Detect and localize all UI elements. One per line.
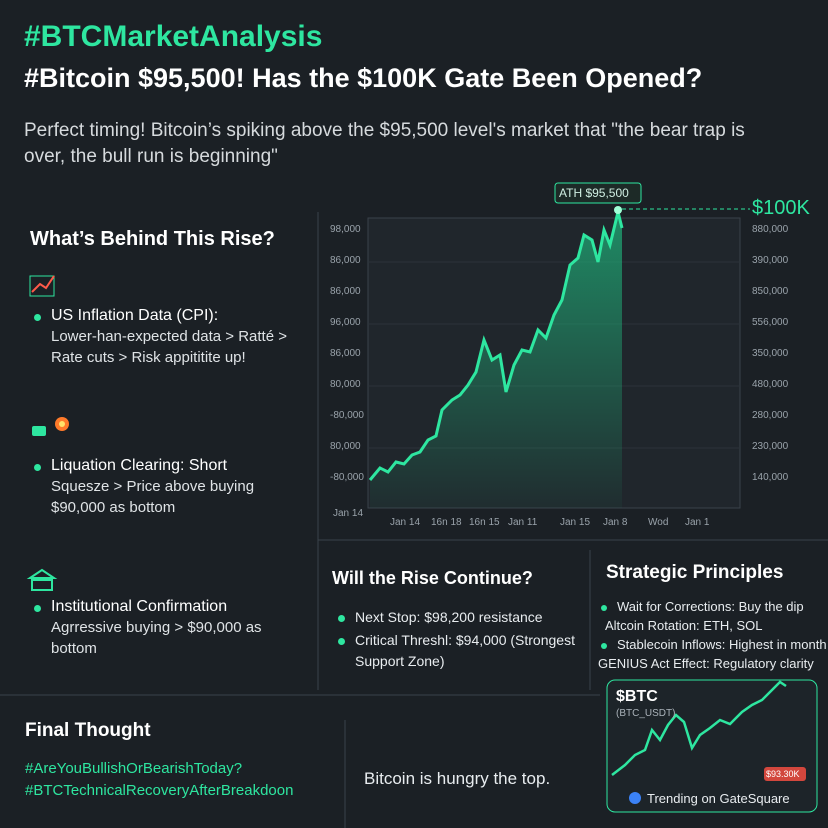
item-title: Institutional Confirmation <box>51 598 228 615</box>
hashtags: #AreYouBullishOrBearishToday? #BTCTechnic… <box>25 758 293 802</box>
y-tick-label: 86,000 <box>330 348 361 359</box>
section-heading: Will the Rise Continue? <box>332 568 533 588</box>
ath-label: ATH $95,500 <box>559 186 629 200</box>
bullet <box>601 605 607 611</box>
card-footer: Trending on GateSquare <box>647 791 790 806</box>
section-heading: Final Thought <box>25 720 151 741</box>
y-tick-label: 86,000 <box>330 286 361 297</box>
bullet <box>34 605 41 612</box>
item-line: Lower-han-expected data > Ratté > <box>51 328 287 345</box>
bullet <box>338 615 345 622</box>
x-tick-label: Jan 14 <box>390 517 421 528</box>
y-tick-label: 80,000 <box>330 379 361 390</box>
card-pair: (BTC_USDT) <box>616 708 676 719</box>
y2-tick-label: 230,000 <box>752 441 789 452</box>
intro-line: Perfect timing! Bitcoin’s spiking above … <box>24 120 745 141</box>
target-label: $100K <box>752 197 810 219</box>
y-tick-label: 80,000 <box>330 441 361 452</box>
bullet <box>601 643 607 649</box>
y2-tick-label: 880,000 <box>752 224 789 235</box>
hashtag: #BTCMarketAnalysis <box>24 20 323 53</box>
x-tick-label: Jan 14 <box>333 508 364 519</box>
x-tick-label: Jan 8 <box>603 517 628 528</box>
hashtag-line: #BTCTechnicalRecoveryAfterBreakdoon <box>25 782 294 799</box>
card-badge: $93.30K <box>766 769 800 779</box>
intro: Perfect timing! Bitcoin’s spiking above … <box>24 118 745 170</box>
bullet-line: Next Stop: $98,200 resistance <box>355 609 543 625</box>
item-line: Agrressive buying > $90,000 as <box>51 619 262 636</box>
x-tick-label: Jan 11 <box>508 517 538 528</box>
card-symbol: $BTC <box>616 688 658 705</box>
strategy-line: GENIUS Act Effect: Regulatory clarity <box>598 656 814 671</box>
hashtag-line: #AreYouBullishOrBearishToday? <box>25 760 243 777</box>
y2-tick-label: 140,000 <box>752 472 789 483</box>
item-line: $90,000 as bottom <box>51 499 176 516</box>
bullet-line: Critical Threshl: $94,000 (Strongest <box>355 632 575 648</box>
item-line: Squesze > Price above buying <box>51 478 255 495</box>
x-tick-label: Wod <box>648 517 669 528</box>
title: #Bitcoin $95,500! Has the $100K Gate Bee… <box>24 63 703 93</box>
section-heading: Strategic Principles <box>606 562 784 583</box>
y-tick-label: 96,000 <box>330 317 361 328</box>
bullet <box>34 464 41 471</box>
item-title: Liquation Clearing: Short <box>51 457 228 474</box>
intro-line: over, the bull run is beginning" <box>24 146 278 167</box>
quote: Bitcoin is hungry the top. <box>364 769 551 788</box>
section-heading: What’s Behind This Rise? <box>30 228 275 250</box>
x-tick-label: Jan 1 <box>685 517 710 528</box>
bullet <box>34 314 41 321</box>
y-tick-label: 86,000 <box>330 255 361 266</box>
y-tick-label: -80,000 <box>330 472 364 483</box>
strategy-line: Wait for Corrections: Buy the dip <box>617 599 804 614</box>
y-tick-label: 98,000 <box>330 224 361 235</box>
y2-tick-label: 390,000 <box>752 255 789 266</box>
y2-tick-label: 480,000 <box>752 379 789 390</box>
x-tick-label: 16n 15 <box>469 517 500 528</box>
y-tick-label: -80,000 <box>330 410 364 421</box>
price-line <box>368 211 624 481</box>
item-title: US Inflation Data (CPI): <box>51 307 219 324</box>
x-tick-label: Jan 15 <box>560 517 591 528</box>
icons <box>26 275 69 591</box>
y2-tick-label: 556,000 <box>752 317 789 328</box>
strategy-line: Altcoin Rotation: ETH, SOL <box>605 618 763 633</box>
item-line: bottom <box>51 640 97 657</box>
y2-tick-label: 350,000 <box>752 348 789 359</box>
x-tick-label: 16n 18 <box>431 517 462 528</box>
strategy-line: Stablecoin Inflows: Highest in month <box>617 637 827 652</box>
bullet-line: Support Zone) <box>355 653 445 669</box>
y2-tick-label: 280,000 <box>752 410 789 421</box>
y2-tick-label: 850,000 <box>752 286 789 297</box>
bullet <box>338 638 345 645</box>
item-line: Rate cuts > Risk appititite up! <box>51 349 246 366</box>
